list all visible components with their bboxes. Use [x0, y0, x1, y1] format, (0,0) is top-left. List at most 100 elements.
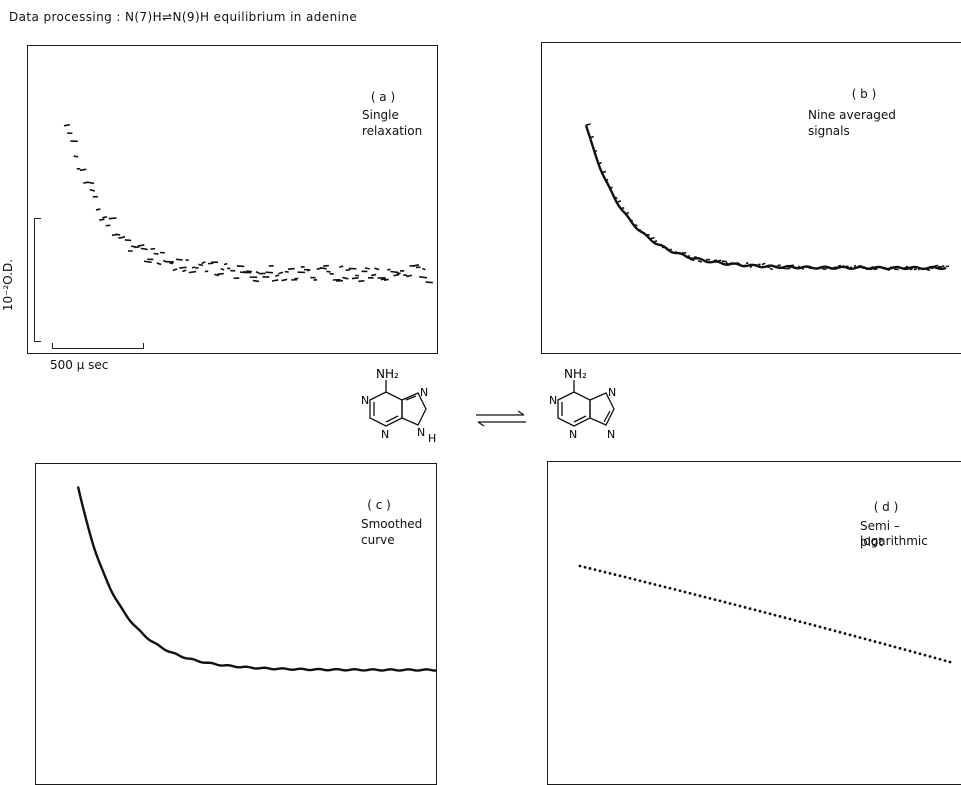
trace-segment: [256, 272, 259, 273]
trace-segment: [394, 274, 400, 275]
log-plot-point: [769, 612, 772, 615]
log-plot-point: [644, 581, 647, 584]
panel-a-desc-2: relaxation: [362, 124, 422, 139]
trace-segment: [858, 266, 862, 267]
trace-segment: [878, 267, 880, 268]
trace-segment: [594, 151, 597, 152]
trace-segment: [698, 261, 702, 262]
panel-c: ( c ) Smoothed curve: [35, 463, 437, 785]
log-plot-point: [874, 640, 877, 643]
log-plot-point: [709, 597, 712, 600]
log-plot-point: [674, 588, 677, 591]
log-plot-point: [824, 627, 827, 630]
panel-d-desc-2: plot: [860, 535, 883, 550]
panel-b-desc-1: Nine averaged: [808, 108, 896, 123]
trace-segment: [626, 213, 629, 214]
trace-segment: [822, 269, 826, 270]
trace-segment: [814, 268, 817, 269]
figure-title: Data processing : N(7)H⇌N(9)H equilibriu…: [9, 10, 357, 24]
log-plot-point: [619, 574, 622, 577]
log-plot-point: [699, 594, 702, 597]
log-plot-point: [859, 636, 862, 639]
log-plot-point: [714, 598, 717, 601]
log-plot-point: [759, 610, 762, 613]
trace-segment: [278, 272, 283, 273]
log-plot-point: [924, 654, 927, 657]
trace-segment: [630, 220, 633, 221]
trace-segment: [218, 274, 224, 275]
trace-segment: [176, 259, 183, 260]
log-plot-point: [694, 593, 697, 596]
panel-d-label: ( d ): [866, 500, 906, 515]
trace-segment: [90, 190, 95, 191]
log-plot-point: [849, 633, 852, 636]
trace-segment: [898, 268, 902, 269]
log-plot-point: [899, 647, 902, 650]
trace-segment: [115, 234, 120, 235]
averaged-trace: [586, 125, 946, 269]
log-plot-point: [724, 601, 727, 604]
panel-a-desc-1: Single: [362, 108, 399, 123]
trace-segment: [102, 217, 107, 218]
left-n1: N: [361, 394, 369, 407]
panel-c-desc-2: curve: [361, 533, 395, 548]
log-plot-point: [684, 591, 687, 594]
trace-segment: [634, 225, 637, 226]
trace-segment: [266, 272, 273, 273]
trace-segment: [346, 270, 351, 271]
trace-segment: [99, 219, 104, 220]
trace-segment: [766, 267, 770, 268]
log-plot-point: [669, 587, 672, 590]
trace-segment: [854, 266, 856, 267]
trace-segment: [586, 124, 591, 125]
log-plot-point: [614, 573, 617, 576]
trace-segment: [926, 269, 930, 270]
trace-segment: [96, 209, 100, 210]
trace-segment: [64, 125, 70, 126]
log-plot-point: [909, 650, 912, 653]
right-nh2: NH₂: [564, 367, 587, 381]
trace-segment: [790, 265, 794, 266]
panel-a-label: ( a ): [363, 90, 403, 105]
trace-segment: [246, 271, 251, 272]
trace-segment: [141, 248, 148, 249]
log-plot-point: [599, 569, 602, 572]
trace-segment: [886, 269, 890, 270]
log-plot-point: [734, 603, 737, 606]
trace-segment: [288, 269, 295, 270]
log-plot-point: [869, 639, 872, 642]
log-plot-point: [914, 651, 917, 654]
trace-segment: [170, 263, 174, 264]
log-plot-point: [934, 656, 937, 659]
trace-segment: [746, 263, 748, 264]
panel-a: ( a ) Single relaxation: [27, 45, 438, 354]
trace-segment: [371, 274, 376, 275]
log-plot-point: [799, 620, 802, 623]
log-plot-point: [854, 635, 857, 638]
trace-segment: [870, 267, 874, 268]
trace-segment: [122, 237, 125, 238]
trace-segment: [930, 268, 933, 269]
trace-segment: [882, 268, 886, 269]
trace-segment: [179, 267, 186, 268]
scale-bar-horizontal-label: 500 μ sec: [50, 358, 108, 372]
log-plot-point: [894, 646, 897, 649]
trace-segment: [426, 282, 433, 283]
trace-segment: [275, 275, 279, 276]
log-plot-point: [579, 565, 582, 568]
panel-d: ( d ) Semi – logarithmic plot: [547, 461, 961, 785]
trace-segment: [702, 260, 705, 261]
trace-segment: [192, 267, 195, 268]
log-plot-point: [594, 568, 597, 571]
log-plot-point: [889, 644, 892, 647]
trace-segment: [352, 278, 359, 279]
trace-segment: [323, 266, 329, 267]
log-plot-point: [664, 586, 667, 589]
log-plot-point: [804, 622, 807, 625]
trace-segment: [144, 261, 152, 262]
trace-segment: [894, 269, 899, 270]
trace-segment: [365, 268, 370, 269]
left-h: H: [428, 432, 436, 445]
trace-segment: [86, 182, 94, 183]
trace-segment: [934, 265, 938, 266]
